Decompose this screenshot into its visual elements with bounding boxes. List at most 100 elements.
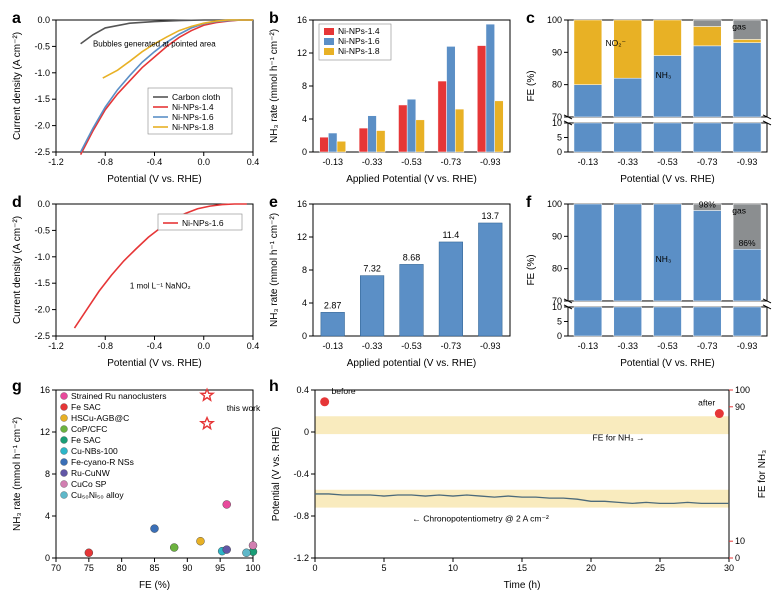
svg-text:-0.13: -0.13 xyxy=(578,341,599,351)
svg-text:98%: 98% xyxy=(699,199,716,209)
svg-text:12: 12 xyxy=(297,232,307,242)
svg-text:8.68: 8.68 xyxy=(403,252,421,262)
panel-a: a -1.2-0.8-0.40.00.4-2.5-2.0-1.5-1.0-0.5… xyxy=(8,8,261,188)
svg-text:0.4: 0.4 xyxy=(296,385,309,395)
svg-text:16: 16 xyxy=(297,15,307,25)
svg-text:FE for NH₃: FE for NH₃ xyxy=(757,450,768,499)
svg-text:90: 90 xyxy=(735,402,745,412)
svg-text:after: after xyxy=(698,398,715,408)
panel-letter: c xyxy=(526,10,535,28)
svg-text:-0.93: -0.93 xyxy=(480,341,501,351)
svg-text:-1.5: -1.5 xyxy=(34,278,50,288)
svg-text:0: 0 xyxy=(302,331,307,341)
svg-text:100: 100 xyxy=(547,15,562,25)
svg-text:-0.93: -0.93 xyxy=(480,157,501,167)
svg-text:-0.53: -0.53 xyxy=(401,341,422,351)
svg-text:0: 0 xyxy=(302,147,307,157)
svg-text:HSCu-AGB@C: HSCu-AGB@C xyxy=(71,413,129,423)
svg-text:10: 10 xyxy=(552,302,562,312)
svg-text:0.0: 0.0 xyxy=(37,15,50,25)
svg-text:NH₃ rate (mmol h⁻¹ cm⁻²): NH₃ rate (mmol h⁻¹ cm⁻²) xyxy=(269,213,280,327)
svg-text:4: 4 xyxy=(302,114,307,124)
svg-text:5: 5 xyxy=(381,563,386,573)
svg-text:0: 0 xyxy=(557,147,562,157)
svg-text:Time (h): Time (h) xyxy=(504,580,541,591)
svg-text:0.0: 0.0 xyxy=(197,157,210,167)
svg-text:-0.4: -0.4 xyxy=(147,157,163,167)
svg-text:gas: gas xyxy=(732,206,746,216)
panel-g: g 7075808590951000481216FE (%)NH₃ rate (… xyxy=(8,376,261,596)
svg-text:8: 8 xyxy=(302,81,307,91)
svg-text:Ni-NPs-1.6: Ni-NPs-1.6 xyxy=(172,112,214,122)
svg-text:Applied Potential (V vs. RHE): Applied Potential (V vs. RHE) xyxy=(346,174,477,185)
svg-text:Ni-NPs-1.8: Ni-NPs-1.8 xyxy=(338,46,380,56)
svg-text:-0.93: -0.93 xyxy=(737,341,758,351)
svg-text:NH₃ rate (mmol h⁻¹ cm⁻²): NH₃ rate (mmol h⁻¹ cm⁻²) xyxy=(12,417,23,531)
svg-text:8: 8 xyxy=(45,469,50,479)
svg-text:Ni-NPs-1.6: Ni-NPs-1.6 xyxy=(338,36,380,46)
svg-text:0: 0 xyxy=(312,563,317,573)
svg-text:-1.2: -1.2 xyxy=(293,553,309,563)
svg-text:80: 80 xyxy=(552,80,562,90)
svg-text:-0.33: -0.33 xyxy=(362,157,383,167)
svg-text:70: 70 xyxy=(51,563,61,573)
svg-text:Fe SAC: Fe SAC xyxy=(71,402,101,412)
panel-b: b 0481216-0.13-0.33-0.53-0.73-0.93Applie… xyxy=(265,8,518,188)
panel-f: f 7080901000510-0.13-0.33-0.53-0.73-0.93… xyxy=(522,192,775,372)
svg-text:-2.5: -2.5 xyxy=(34,331,50,341)
chart-f: 7080901000510-0.13-0.33-0.53-0.73-0.93NH… xyxy=(522,192,775,372)
svg-text:86%: 86% xyxy=(739,238,756,248)
svg-text:-0.53: -0.53 xyxy=(657,157,678,167)
svg-text:8: 8 xyxy=(302,265,307,275)
svg-text:-0.13: -0.13 xyxy=(322,341,343,351)
chart-g: 7075808590951000481216FE (%)NH₃ rate (mm… xyxy=(8,376,261,596)
svg-text:← Chronopotentiometry @ 2 A cm: ← Chronopotentiometry @ 2 A cm⁻² xyxy=(412,513,549,523)
svg-text:Bubbles generated at pointed a: Bubbles generated at pointed area xyxy=(93,39,216,48)
svg-text:Cu₅₀Ni₅₀ alloy: Cu₅₀Ni₅₀ alloy xyxy=(71,490,124,500)
svg-text:Fe-cyano-R NSs: Fe-cyano-R NSs xyxy=(71,457,134,467)
panel-letter: g xyxy=(12,378,22,396)
svg-text:-0.33: -0.33 xyxy=(617,157,638,167)
svg-text:-1.0: -1.0 xyxy=(34,252,50,262)
panel-h: h 051015202530-1.2-0.8-0.400.401090100be… xyxy=(265,376,775,596)
svg-text:0.0: 0.0 xyxy=(197,341,210,351)
panel-c: c 7080901000510-0.13-0.33-0.53-0.73-0.93… xyxy=(522,8,775,188)
svg-text:-2.0: -2.0 xyxy=(34,305,50,315)
panel-e: e 0481216-0.132.87-0.337.32-0.538.68-0.7… xyxy=(265,192,518,372)
svg-text:NH₃: NH₃ xyxy=(656,254,672,264)
svg-text:-1.0: -1.0 xyxy=(34,68,50,78)
chart-a: -1.2-0.8-0.40.00.4-2.5-2.0-1.5-1.0-0.50.… xyxy=(8,8,261,188)
svg-text:-0.8: -0.8 xyxy=(97,157,113,167)
svg-text:5: 5 xyxy=(557,316,562,326)
svg-text:10: 10 xyxy=(448,563,458,573)
svg-text:-1.5: -1.5 xyxy=(34,94,50,104)
svg-text:13.7: 13.7 xyxy=(482,211,500,221)
svg-text:NH₃: NH₃ xyxy=(656,70,672,80)
panel-letter: b xyxy=(269,10,279,28)
svg-text:-2.0: -2.0 xyxy=(34,121,50,131)
svg-text:NO₂⁻: NO₂⁻ xyxy=(605,38,626,48)
svg-text:100: 100 xyxy=(547,199,562,209)
svg-text:Ni-NPs-1.8: Ni-NPs-1.8 xyxy=(172,122,214,132)
panel-letter: f xyxy=(526,194,531,212)
svg-text:Ni-NPs-1.4: Ni-NPs-1.4 xyxy=(172,102,214,112)
svg-text:-0.53: -0.53 xyxy=(657,341,678,351)
panel-letter: e xyxy=(269,194,278,212)
svg-text:gas: gas xyxy=(732,22,746,32)
panel-letter: d xyxy=(12,194,22,212)
svg-text:-0.53: -0.53 xyxy=(401,157,422,167)
svg-text:11.4: 11.4 xyxy=(442,230,459,240)
svg-text:80: 80 xyxy=(117,563,127,573)
svg-text:-2.5: -2.5 xyxy=(34,147,50,157)
svg-text:-0.5: -0.5 xyxy=(34,225,50,235)
chart-d: -1.2-0.8-0.40.00.4-2.5-2.0-1.5-1.0-0.50.… xyxy=(8,192,261,372)
panel-letter: a xyxy=(12,10,21,28)
svg-text:12: 12 xyxy=(297,48,307,58)
svg-text:0: 0 xyxy=(45,553,50,563)
svg-text:0: 0 xyxy=(735,553,740,563)
svg-text:10: 10 xyxy=(735,536,745,546)
svg-text:FE (%): FE (%) xyxy=(526,254,537,285)
svg-text:this work: this work xyxy=(227,403,261,413)
svg-text:100: 100 xyxy=(735,385,750,395)
svg-text:-1.2: -1.2 xyxy=(48,341,64,351)
